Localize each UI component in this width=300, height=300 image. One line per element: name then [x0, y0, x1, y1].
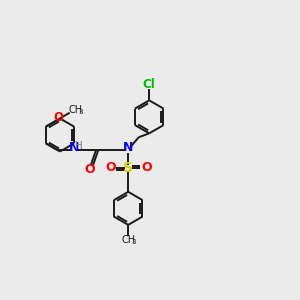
- Text: H: H: [75, 141, 83, 151]
- Text: CH: CH: [68, 105, 83, 115]
- Text: O: O: [85, 163, 95, 176]
- Text: 3: 3: [79, 109, 83, 115]
- Text: N: N: [123, 141, 134, 154]
- Text: 3: 3: [132, 239, 136, 245]
- Text: CH: CH: [121, 235, 135, 245]
- Text: O: O: [53, 111, 63, 124]
- Text: N: N: [68, 141, 79, 154]
- Text: O: O: [141, 161, 152, 174]
- Text: Cl: Cl: [143, 78, 156, 91]
- Text: O: O: [105, 161, 116, 174]
- Text: S: S: [123, 161, 133, 175]
